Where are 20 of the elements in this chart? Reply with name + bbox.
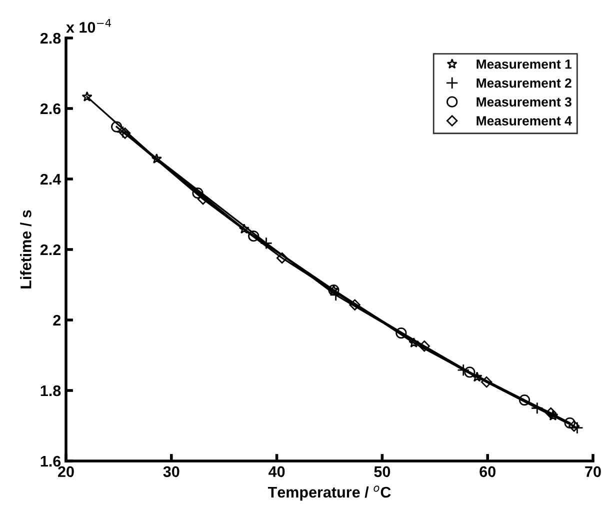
x-tick-label: 70 [585, 466, 601, 478]
legend-label: Measurement 3 [476, 97, 572, 107]
y-tick-label: 2.8 [40, 32, 61, 44]
y-tick-label: 1.6 [40, 456, 61, 467]
x-axis-title: Temperature / $^{o}$C [268, 486, 391, 501]
x-tick-label: 50 [374, 466, 390, 478]
x-tick-label: 20 [58, 466, 74, 478]
x-tick-label: 60 [480, 466, 496, 478]
text: x 10$^{−4}$ [66, 18, 112, 33]
legend-label: Measurement 4 [476, 116, 572, 126]
y-axis-title: Lifetime / s [20, 210, 32, 288]
x-tick-label: 30 [163, 466, 180, 478]
y-tick-label: 2.4 [40, 174, 62, 185]
x-tick-label: 40 [268, 466, 285, 478]
legend-label: Measurement 2 [476, 78, 572, 88]
y-tick-label: 2.2 [40, 244, 61, 256]
y-tick-label: 2 [53, 314, 61, 326]
legend-label: Measurement 1 [476, 60, 572, 69]
y-tick-label: 2.6 [40, 103, 61, 114]
y-tick-label: 1.8 [40, 385, 61, 396]
